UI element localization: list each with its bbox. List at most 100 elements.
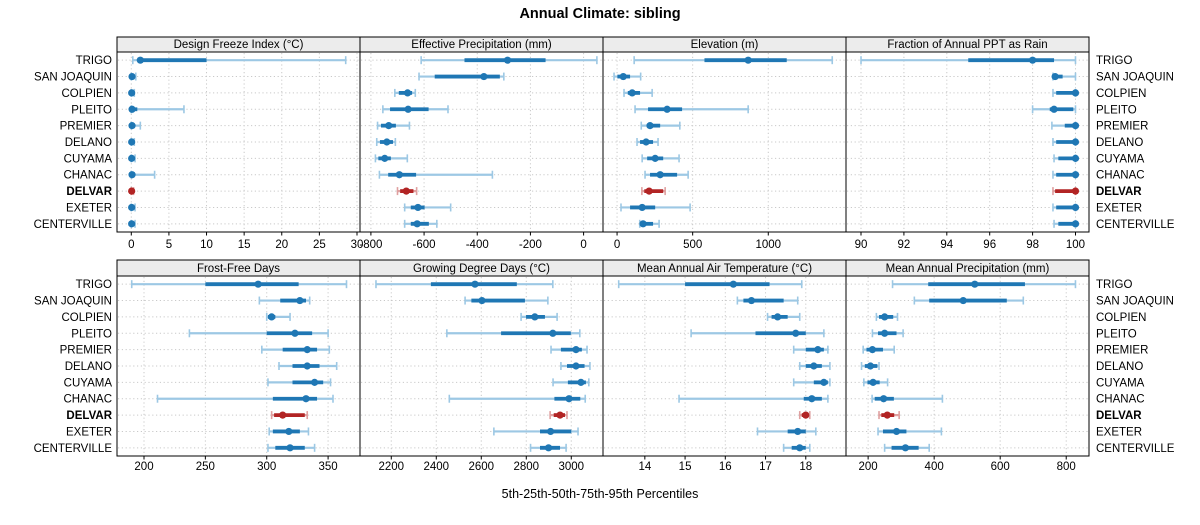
series-premier <box>550 345 588 354</box>
series-chanac <box>1052 170 1080 179</box>
series-centerville <box>267 443 316 452</box>
median-dot <box>546 427 555 436</box>
series-san-joaquin <box>418 72 505 81</box>
site-label-left: CENTERVILLE <box>34 219 113 231</box>
series-pleito <box>634 105 749 114</box>
series-chanac <box>871 394 944 403</box>
panel-title: Effective Precipitation (mm) <box>411 39 552 51</box>
series-colpien <box>520 312 558 321</box>
series-delvar <box>641 187 666 196</box>
median-dot <box>296 296 304 305</box>
series-trigo <box>130 280 348 289</box>
series-premier <box>376 121 411 130</box>
series-colpien <box>875 312 899 321</box>
series-delvar <box>128 187 136 196</box>
series-san-joaquin <box>613 72 642 81</box>
site-label-left: COLPIEN <box>62 88 113 100</box>
series-delano <box>560 362 591 370</box>
series-pleito <box>382 105 449 114</box>
series-delano <box>278 362 338 370</box>
series-centerville <box>782 443 811 452</box>
series-exeter <box>1052 203 1080 212</box>
median-dot <box>404 105 412 113</box>
site-label-left: CHANAC <box>63 170 112 182</box>
x-tick-label: 800 <box>1057 461 1076 473</box>
x-tick-label: 25 <box>313 239 326 251</box>
median-dot <box>549 329 557 337</box>
site-label-left: SAN JOAQUIN <box>34 296 112 308</box>
series-trigo <box>891 280 1077 289</box>
series-delano <box>375 138 397 146</box>
median-dot <box>820 378 828 386</box>
panel-title: Design Freeze Index (°C) <box>174 39 304 51</box>
series-colpien <box>623 88 653 97</box>
median-dot <box>128 122 136 130</box>
median-dot <box>478 296 486 305</box>
x-tick-label: 200 <box>134 461 153 473</box>
series-exeter <box>620 203 691 212</box>
panel-title: Fraction of Annual PPT as Rain <box>887 39 1047 51</box>
site-label-left: SAN JOAQUIN <box>34 72 112 84</box>
series-chanac <box>156 394 334 403</box>
median-dot <box>572 362 580 370</box>
median-dot <box>971 280 979 288</box>
median-dot <box>866 362 875 370</box>
x-tick-label: 17 <box>759 461 772 473</box>
x-tick-label: 90 <box>855 239 868 251</box>
median-dot <box>1071 122 1080 130</box>
site-label-right: COLPIEN <box>1096 312 1147 324</box>
median-dot <box>572 346 580 354</box>
series-san-joaquin <box>736 296 799 305</box>
median-dot <box>881 329 889 337</box>
series-colpien <box>128 88 136 97</box>
median-dot <box>883 411 891 419</box>
x-tick-label: 3000 <box>558 461 584 473</box>
series-chanac <box>128 170 156 179</box>
series-cuyama <box>792 378 831 387</box>
series-chanac <box>678 394 829 403</box>
median-dot <box>291 329 299 337</box>
x-tick-label: 300 <box>257 461 276 473</box>
median-dot <box>796 444 804 452</box>
median-dot <box>1071 187 1080 195</box>
series-delano <box>636 138 659 146</box>
panel-elevation: Elevation (m) 0 500 1000 <box>602 36 847 251</box>
panel-effective-precipitation: Effective Precipitation (mm) -800 -600 -400… <box>359 36 604 251</box>
median-dot <box>565 395 573 403</box>
series-premier <box>862 345 896 354</box>
site-label-right: EXETER <box>1096 202 1142 214</box>
x-tick-label: 600 <box>991 461 1010 473</box>
x-tick-label: 30 <box>351 239 364 251</box>
series-premier <box>640 121 681 130</box>
series-exeter <box>756 427 817 436</box>
median-dot <box>128 72 136 81</box>
series-san-joaquin <box>128 72 137 81</box>
median-dot <box>1071 203 1080 212</box>
x-tick-label: 0 <box>128 239 134 251</box>
x-tick-label: -200 <box>519 239 542 251</box>
median-dot <box>471 280 479 288</box>
series-cuyama <box>552 378 590 387</box>
median-dot <box>869 378 877 386</box>
x-tick-label: 2200 <box>378 461 404 473</box>
site-label-left: CHANAC <box>63 394 112 406</box>
series-pleito <box>446 329 581 338</box>
median-dot <box>1071 220 1080 228</box>
series-san-joaquin <box>464 296 549 305</box>
panel-title: Mean Annual Air Temperature (°C) <box>637 263 812 275</box>
site-label-right: EXETER <box>1096 426 1142 438</box>
median-dot <box>814 346 822 354</box>
site-label-right: SAN JOAQUIN <box>1096 296 1174 308</box>
series-trigo <box>375 280 554 289</box>
panel-title: Growing Degree Days (°C) <box>413 263 550 275</box>
series-centerville <box>1053 219 1080 228</box>
x-tick-label: 400 <box>925 461 944 473</box>
site-label-left: CENTERVILLE <box>34 443 113 455</box>
percentiles-caption: 5th-25th-50th-75th-95th Percentiles <box>501 487 699 501</box>
series-cuyama <box>863 378 889 387</box>
series-premier <box>261 345 331 354</box>
median-dot <box>880 395 888 403</box>
median-dot <box>303 362 311 370</box>
median-dot <box>128 171 136 179</box>
series-delano <box>798 362 831 370</box>
